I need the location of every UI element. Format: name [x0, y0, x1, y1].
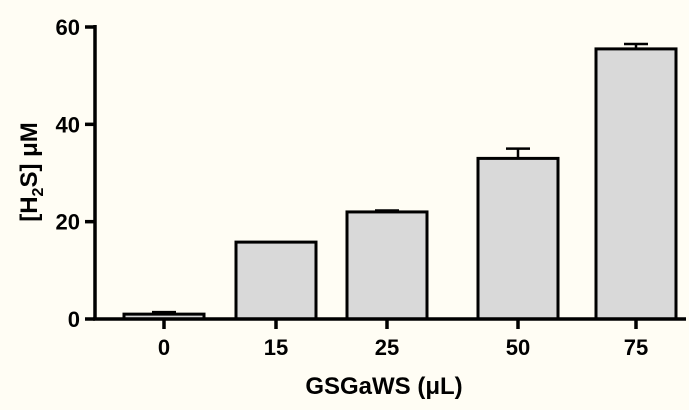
y-axis-title: [H2S] μM: [16, 122, 47, 222]
x-tick-label: 50: [506, 335, 530, 360]
bar-25: [345, 210, 429, 321]
x-axis-ticks: 0 15 25 50 75: [158, 319, 648, 360]
x-tick-label: 75: [624, 335, 648, 360]
y-tick-label: 20: [56, 210, 80, 235]
x-tick-label: 25: [375, 335, 399, 360]
y-axis-title-subscript: 2: [30, 187, 47, 196]
y-tick-label: 60: [56, 15, 80, 40]
x-tick-label: 0: [158, 335, 170, 360]
y-axis-title-suffix: S] μM: [16, 122, 43, 187]
bars: [122, 47, 678, 321]
error-bars: [152, 42, 648, 315]
y-tick-label: 0: [68, 307, 80, 332]
x-axis-title: GSGaWS (μL): [305, 373, 462, 400]
x-tick-label: 15: [264, 335, 288, 360]
bar-75: [594, 47, 678, 321]
y-tick-label: 40: [56, 112, 80, 137]
bar-15: [234, 240, 318, 321]
bar-50: [476, 156, 560, 321]
y-axis-ticks: 0 20 40 60: [56, 15, 95, 332]
y-axis-title-prefix: [H: [16, 196, 43, 221]
